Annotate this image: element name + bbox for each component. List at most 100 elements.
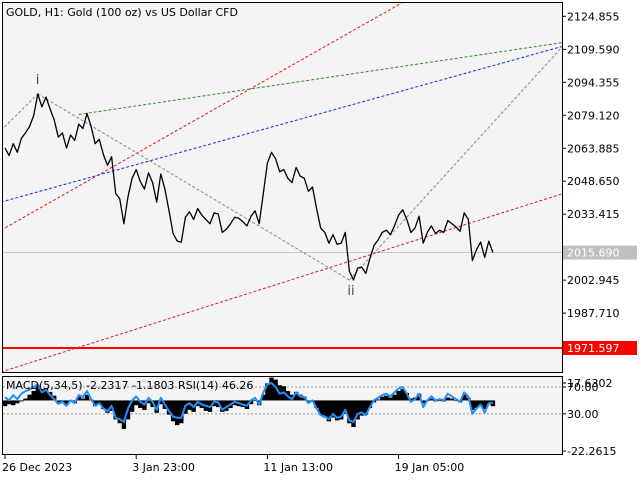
support-price-label: 1971.597 — [567, 342, 620, 355]
macd-bar — [121, 400, 127, 429]
main-plot-area — [3, 3, 562, 372]
macd-bar — [359, 400, 364, 416]
macd-bar — [474, 400, 479, 409]
price-tick-label: 2079.120 — [567, 109, 620, 122]
rsi-line — [4, 382, 493, 423]
symbol-header: GOLD, H1: Gold (100 oz) vs US Dollar CFD — [6, 6, 238, 19]
macd-bar — [248, 400, 254, 405]
macd-bar — [384, 395, 389, 401]
macd-bar — [400, 389, 405, 401]
macd-bar — [252, 400, 258, 402]
macd-bar — [129, 400, 135, 412]
indicator-layer — [3, 377, 562, 429]
macd-bar — [64, 400, 69, 406]
macd-bar — [105, 400, 110, 413]
indicator-tick-label: 70.00 — [567, 381, 599, 394]
macd-bar — [166, 400, 172, 415]
indicator-tick-label: -22.2615 — [567, 445, 616, 458]
macd-bar — [269, 377, 274, 401]
macd-bar — [482, 400, 487, 409]
macd-bar — [117, 400, 122, 424]
macd-bar — [134, 400, 139, 406]
macd-bar — [298, 394, 303, 401]
macd-bar — [154, 400, 159, 413]
macd-bar — [355, 400, 360, 420]
macd-bar — [367, 400, 373, 409]
time-axis[interactable]: 26 Dec 2023 3 Jan 23:00 11 Jan 13:00 19 Jan… — [2, 455, 464, 474]
macd-bar — [462, 394, 467, 401]
time-tick-label: 19 Jan 05:00 — [395, 461, 465, 474]
macd-bar — [84, 394, 90, 401]
macd-bar — [375, 399, 381, 401]
macd-bar — [158, 400, 163, 405]
time-tick-label: 11 Jan 13:00 — [263, 461, 333, 474]
trend-line-green-trend — [78, 42, 562, 115]
price-axis[interactable]: 2124.855 2109.590 2094.355 2079.120 2063.885… — [562, 10, 637, 355]
current-price-label: 2015.690 — [567, 247, 620, 260]
macd-bar — [179, 400, 184, 424]
wave-label-i: i — [36, 73, 40, 88]
main-plot-frame[interactable] — [2, 2, 563, 373]
macd-bar — [43, 388, 49, 401]
price-tick-label: 2124.855 — [567, 10, 620, 23]
macd-bar — [15, 400, 20, 404]
macd-bar — [363, 400, 368, 415]
indicator-tick-label: 30.00 — [567, 408, 599, 421]
price-tick-label: 2002.945 — [567, 274, 620, 287]
macd-bar — [11, 400, 16, 406]
macd-bar — [175, 400, 180, 426]
macd-bar — [273, 379, 278, 401]
macd-bar — [322, 400, 327, 418]
time-tick-label: 26 Dec 2023 — [2, 461, 72, 474]
trend-line-blue-trend — [3, 45, 562, 203]
current-price-box — [563, 245, 637, 260]
macd-bar — [351, 400, 356, 428]
macd-bar — [23, 398, 28, 401]
macd-bar — [396, 390, 401, 401]
macd-bar — [330, 400, 336, 418]
macd-bar — [187, 400, 192, 410]
macd-bar — [470, 400, 475, 410]
macd-bar — [404, 392, 409, 401]
macd-bar — [19, 400, 24, 402]
macd-bar — [408, 398, 414, 401]
macd-bar — [113, 400, 118, 420]
macd-bar — [31, 390, 36, 401]
macd-bar — [380, 396, 385, 401]
price-tick-label: 2094.355 — [567, 76, 620, 89]
macd-bar — [27, 394, 32, 401]
macd-bar — [314, 400, 319, 409]
macd-bar — [478, 400, 483, 406]
macd-bar — [3, 400, 8, 407]
macd-bar — [326, 400, 332, 422]
macd-bar — [146, 400, 151, 404]
trend-line-red-lower-channel — [3, 193, 562, 372]
macd-bar — [224, 400, 229, 411]
trend-line-gray-wave-0-i — [3, 93, 39, 130]
macd-bar — [265, 383, 270, 401]
price-series-line — [4, 93, 494, 281]
macd-bar — [93, 400, 98, 407]
indicator-header: MACD(5,34,5) -2.2317 -1.1803 RSI(14) 46.… — [6, 379, 253, 392]
price-tick-label: 2109.590 — [567, 43, 620, 56]
macd-bar — [445, 397, 450, 401]
trend-line-gray-wave-i-ii — [37, 93, 350, 281]
indicator-plot-area — [3, 377, 562, 429]
macd-bar — [35, 385, 40, 401]
macd-bar — [421, 400, 426, 404]
wave-label-ii: ii — [347, 284, 354, 299]
price-tick-label: 2048.650 — [567, 175, 620, 188]
macd-bar — [101, 400, 106, 409]
price-tick-label: 2063.885 — [567, 142, 620, 155]
macd-bar — [453, 400, 459, 402]
macd-bar — [261, 394, 266, 401]
macd-bar — [449, 398, 455, 401]
price-tick-label: 2033.415 — [567, 208, 620, 221]
macd-bar — [39, 389, 45, 401]
macd-bar — [347, 400, 352, 424]
main-chart-layer: iii — [3, 3, 562, 372]
support-price-box — [563, 340, 637, 355]
